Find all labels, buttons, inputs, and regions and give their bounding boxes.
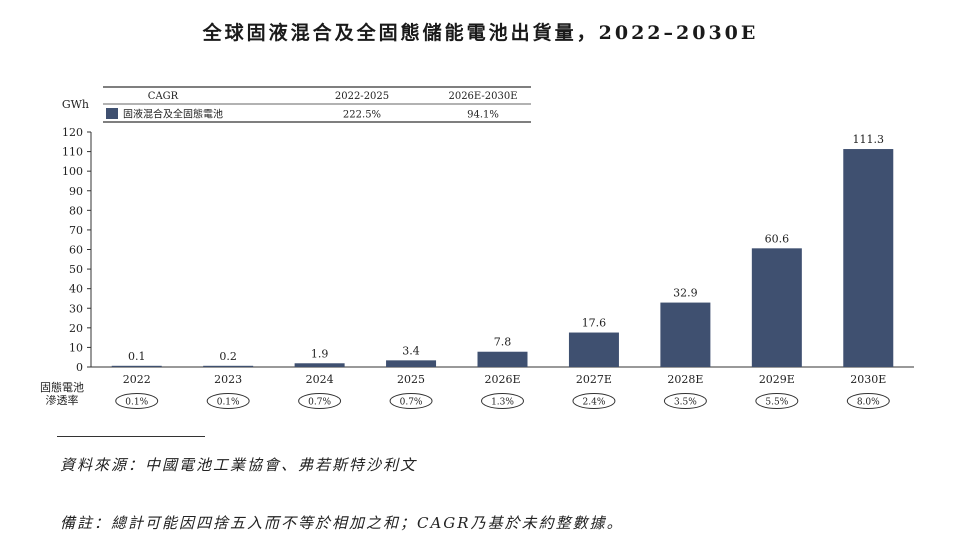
y-tick-label: 50 bbox=[69, 263, 83, 276]
x-tick-label: 2027E bbox=[576, 373, 612, 386]
y-tick-label: 120 bbox=[62, 126, 83, 139]
y-tick-label: 70 bbox=[69, 224, 83, 237]
penetration-oval bbox=[481, 393, 524, 409]
penetration-value: 2.4% bbox=[583, 398, 606, 408]
penetration-oval bbox=[572, 393, 616, 409]
x-tick-label: 2023 bbox=[214, 373, 242, 386]
y-tick-label: 90 bbox=[69, 185, 83, 198]
y-tick-label: 80 bbox=[69, 204, 83, 217]
penetration-oval bbox=[298, 393, 342, 409]
data-label: 17.6 bbox=[582, 317, 607, 330]
bar-2030E bbox=[843, 149, 894, 367]
penetration-oval bbox=[115, 393, 159, 409]
x-tick-label: 2030E bbox=[850, 373, 886, 386]
data-label: 60.6 bbox=[765, 232, 790, 245]
y-tick-label: 10 bbox=[69, 341, 83, 354]
x-tick-label: 2025 bbox=[397, 373, 425, 386]
penetration-value: 0.1% bbox=[125, 398, 148, 408]
data-label: 3.4 bbox=[402, 344, 420, 357]
x-tick-label: 2028E bbox=[667, 373, 703, 386]
penetration-value: 3.5% bbox=[674, 398, 697, 408]
cagr-value: 222.5% bbox=[343, 110, 381, 121]
penetration-label: 滲透率 bbox=[46, 393, 79, 407]
footnote: 備註：總計可能因四捨五入而不等於相加之和；CAGR乃基於未約整數據。 bbox=[60, 514, 624, 532]
y-tick-label: 20 bbox=[69, 322, 83, 335]
penetration-oval bbox=[389, 393, 433, 409]
x-tick-label: 2026E bbox=[484, 373, 520, 386]
bar-2026E bbox=[477, 351, 528, 367]
penetration-value: 5.5% bbox=[765, 398, 788, 408]
chart-title: 全球固液混合及全固態儲能電池出貨量，2022–2030E bbox=[202, 22, 759, 44]
penetration-value: 8.0% bbox=[857, 398, 880, 408]
bar-2028E bbox=[660, 302, 711, 367]
y-tick-label: 110 bbox=[62, 146, 83, 159]
y-tick-label: 0 bbox=[76, 361, 83, 374]
source-divider bbox=[57, 436, 205, 437]
bar-2029E bbox=[751, 248, 802, 367]
penetration-oval bbox=[755, 393, 799, 409]
penetration-label: 固態電池 bbox=[40, 380, 84, 394]
data-label: 7.8 bbox=[494, 336, 512, 349]
bar-2022 bbox=[111, 365, 162, 367]
penetration-value: 0.1% bbox=[217, 398, 240, 408]
bar-2023 bbox=[203, 365, 254, 367]
data-label: 111.3 bbox=[853, 133, 885, 146]
bar-chart: 0 10 20 30 40 50 60 70 80 90 100 110 120 GWh 0.1 2022 0.… bbox=[40, 86, 914, 409]
y-axis-unit: GWh bbox=[62, 98, 89, 111]
bar-2025 bbox=[386, 360, 437, 367]
x-tick-label: 2024 bbox=[306, 373, 334, 386]
data-label: 1.9 bbox=[311, 347, 329, 360]
y-tick-label: 40 bbox=[69, 283, 83, 296]
source-note: 資料來源：中國電池工業協會、弗若斯特沙利文 bbox=[60, 456, 418, 474]
penetration-value: 0.7% bbox=[308, 398, 331, 408]
y-tick-label: 60 bbox=[69, 244, 83, 257]
penetration-value: 0.7% bbox=[400, 398, 423, 408]
data-label: 32.9 bbox=[673, 287, 698, 300]
cagr-header: 2022-2025 bbox=[335, 91, 389, 102]
cagr-header: CAGR bbox=[148, 91, 179, 102]
legend-swatch bbox=[106, 108, 118, 119]
bar-2024 bbox=[294, 363, 345, 367]
cagr-header: 2026E-2030E bbox=[448, 91, 517, 102]
y-tick-label: 100 bbox=[62, 165, 83, 178]
penetration-value: 1.3% bbox=[491, 398, 514, 408]
penetration-oval bbox=[663, 393, 707, 409]
penetration-oval bbox=[846, 393, 890, 409]
cagr-value: 94.1% bbox=[467, 110, 499, 121]
x-tick-label: 2022 bbox=[123, 373, 151, 386]
data-label: 0.1 bbox=[128, 350, 146, 363]
y-tick-label: 30 bbox=[69, 302, 83, 315]
x-tick-label: 2029E bbox=[759, 373, 795, 386]
penetration-oval bbox=[206, 393, 250, 409]
legend-label: 固液混合及全固態電池 bbox=[123, 108, 223, 121]
data-label: 0.2 bbox=[219, 350, 237, 363]
bar-2027E bbox=[568, 332, 619, 367]
